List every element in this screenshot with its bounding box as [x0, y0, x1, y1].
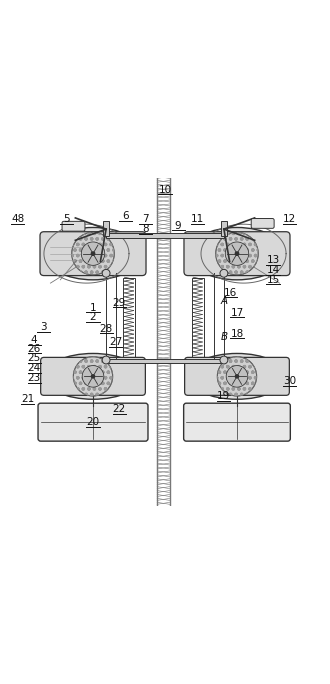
Text: 21: 21 — [21, 394, 34, 404]
Text: 6: 6 — [122, 211, 129, 221]
FancyBboxPatch shape — [38, 403, 148, 441]
FancyBboxPatch shape — [40, 232, 146, 276]
Text: 27: 27 — [109, 337, 122, 347]
FancyBboxPatch shape — [184, 232, 290, 276]
Circle shape — [226, 365, 248, 387]
Text: 25: 25 — [27, 354, 41, 363]
Ellipse shape — [44, 354, 142, 399]
Bar — [191, 278, 204, 357]
Circle shape — [72, 233, 114, 275]
Circle shape — [81, 242, 105, 265]
Ellipse shape — [188, 354, 286, 399]
Text: 1: 1 — [90, 302, 96, 313]
Text: 4: 4 — [31, 335, 37, 345]
Circle shape — [225, 242, 249, 265]
Bar — [106, 233, 224, 238]
FancyBboxPatch shape — [41, 357, 146, 395]
Bar — [123, 278, 135, 357]
FancyBboxPatch shape — [184, 403, 290, 441]
Text: 28: 28 — [99, 324, 113, 334]
Bar — [221, 221, 227, 236]
Text: 20: 20 — [86, 417, 100, 428]
Text: 8: 8 — [142, 224, 149, 234]
Circle shape — [235, 252, 239, 255]
Text: 29: 29 — [113, 298, 126, 308]
Text: 11: 11 — [191, 214, 204, 224]
Bar — [103, 221, 109, 236]
Text: 14: 14 — [266, 265, 280, 275]
Text: B: B — [220, 332, 227, 342]
Circle shape — [82, 365, 104, 387]
Text: 13: 13 — [266, 255, 280, 265]
Text: 16: 16 — [224, 288, 237, 298]
Text: 17: 17 — [230, 308, 244, 317]
Text: 48: 48 — [11, 214, 24, 224]
FancyBboxPatch shape — [251, 218, 274, 228]
Circle shape — [235, 375, 239, 378]
Circle shape — [102, 356, 110, 364]
Text: 2: 2 — [90, 313, 96, 322]
Text: 30: 30 — [283, 376, 296, 386]
Text: 22: 22 — [113, 404, 126, 414]
Circle shape — [91, 252, 95, 255]
FancyBboxPatch shape — [184, 357, 289, 395]
Text: 23: 23 — [27, 373, 41, 383]
Circle shape — [91, 375, 95, 378]
Text: 24: 24 — [27, 363, 41, 373]
Text: 5: 5 — [63, 214, 70, 224]
Circle shape — [220, 269, 228, 277]
Circle shape — [102, 269, 110, 277]
Text: 10: 10 — [158, 185, 172, 195]
Text: 26: 26 — [27, 343, 41, 354]
Text: 12: 12 — [283, 214, 296, 224]
Circle shape — [220, 356, 228, 364]
Text: 19: 19 — [217, 391, 231, 401]
Circle shape — [216, 233, 258, 275]
Text: 3: 3 — [41, 322, 47, 332]
Ellipse shape — [188, 228, 286, 280]
Circle shape — [217, 357, 257, 396]
Bar — [106, 359, 224, 363]
Text: 9: 9 — [175, 221, 182, 231]
Text: 7: 7 — [142, 214, 149, 224]
Circle shape — [73, 357, 113, 396]
Text: 18: 18 — [230, 329, 244, 339]
Text: 15: 15 — [266, 275, 280, 285]
FancyBboxPatch shape — [62, 222, 85, 231]
Ellipse shape — [44, 228, 142, 280]
Text: A: A — [220, 296, 227, 306]
